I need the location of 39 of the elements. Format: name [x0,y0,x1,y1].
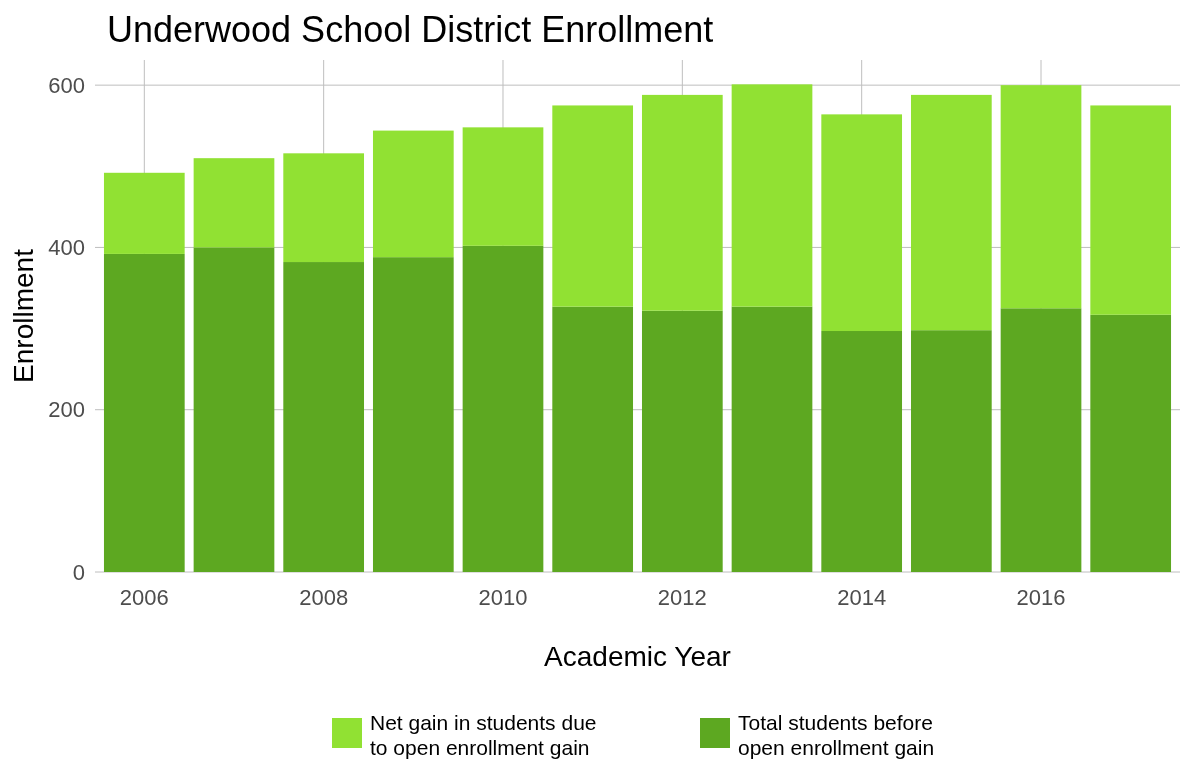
x-tick-label: 2016 [1016,585,1066,610]
x-tick-label: 2012 [657,585,707,610]
legend-label: Net gain in students due to open enrollment gain [370,711,597,759]
y-tick-label: 600 [48,72,85,98]
y-tick-label: 400 [48,235,85,261]
bar [193,158,275,248]
y-axis-title: Enrollment [8,248,39,383]
bar [283,153,365,263]
bar [372,257,454,572]
bar [641,94,723,311]
x-axis-title: Academic Year [544,641,731,672]
legend-label: Total students before open enrollment gain [738,711,935,759]
bar [103,172,185,254]
bar [1000,85,1082,309]
bar [552,306,634,572]
bar [552,105,634,307]
chart-title: Underwood School District Enrollment [107,9,714,50]
bar [1090,105,1172,315]
bar [731,306,813,572]
bar [821,331,903,572]
bar [1090,314,1172,572]
bar [910,330,992,572]
bar [283,262,365,572]
x-tick-label: 2010 [478,585,528,610]
y-tick-label: 200 [48,397,85,423]
y-tick-label: 0 [72,559,85,585]
bar [641,310,723,572]
bar [372,130,454,258]
bar [731,84,813,307]
bar [462,245,544,572]
bar [193,247,275,572]
bar [1000,308,1082,572]
x-tick-label: 2008 [299,585,349,610]
bar [821,114,903,332]
bar [910,94,992,331]
x-tick-label: 2014 [837,585,887,610]
x-tick-label: 2006 [119,585,169,610]
bar [103,253,185,572]
bar [462,127,544,246]
